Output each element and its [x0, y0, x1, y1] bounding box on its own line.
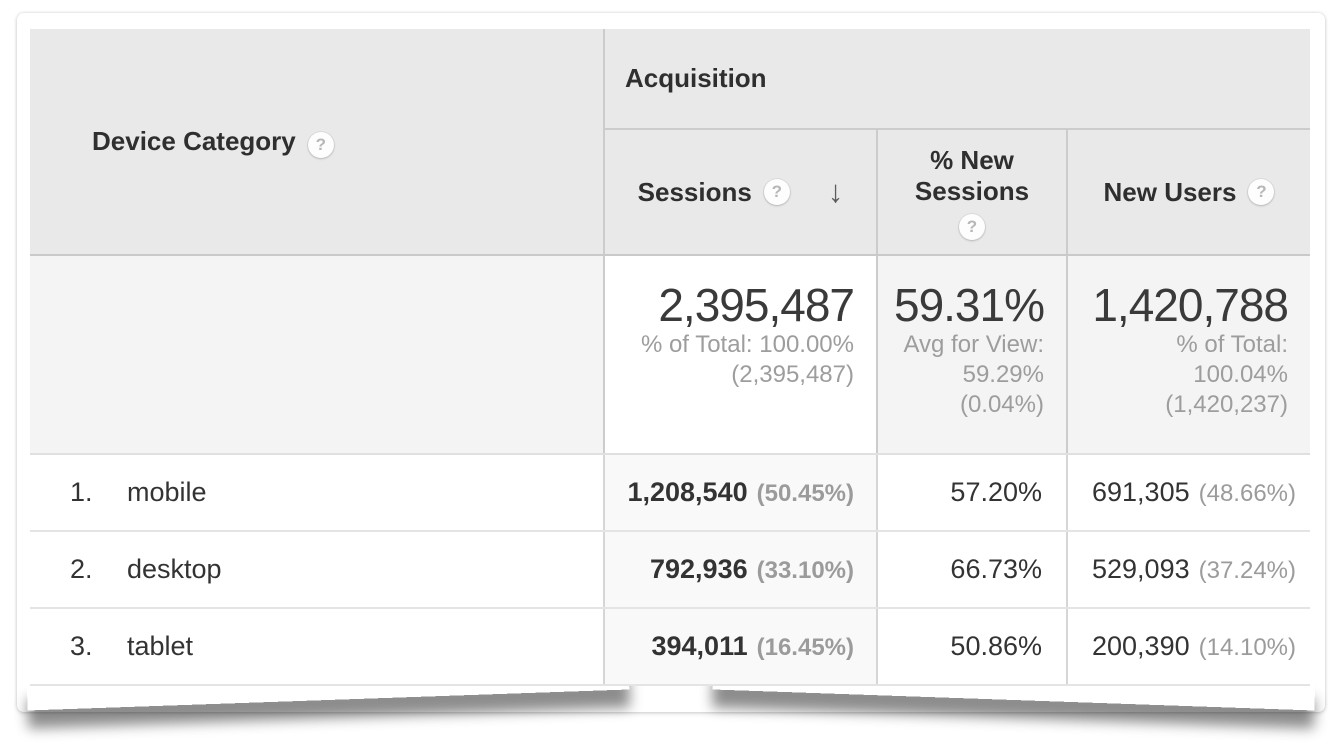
sessions-share: (16.45%): [756, 634, 854, 661]
sessions-value: 394,011: [651, 631, 748, 661]
sort-descending-icon[interactable]: ↓: [827, 174, 844, 209]
sessions-total: 2,395,487: [658, 279, 855, 331]
new-users-cell: 529,093 (37.24%): [1066, 531, 1310, 609]
new-users-share: (48.66%): [1198, 480, 1296, 507]
new-users-subtext: % of Total:: [1176, 331, 1288, 358]
help-icon[interactable]: ?: [307, 131, 334, 158]
row-index: 2.: [70, 554, 93, 584]
sessions-value: 792,936: [650, 554, 748, 584]
new-users-subtext: 100.04%: [1193, 361, 1288, 388]
new-users-column-header[interactable]: New Users?: [1066, 129, 1310, 256]
percent-new-sessions-value: 66.73%: [950, 554, 1042, 584]
percent-new-sessions-value: 57.20%: [950, 477, 1042, 507]
new-users-value: 691,305: [1092, 477, 1190, 507]
percent-new-sessions-value: 50.86%: [950, 631, 1042, 661]
percent-new-sessions-column-header[interactable]: % New Sessions?: [876, 129, 1067, 256]
sessions-value: 1,208,540: [627, 477, 748, 507]
metric-header-row: Sessions? ↓ % New Sessions? New Users?: [30, 129, 1310, 256]
acquisition-label: Acquisition: [625, 63, 767, 93]
help-icon[interactable]: ?: [1248, 179, 1275, 205]
help-icon[interactable]: ?: [763, 179, 790, 205]
new-users-share: (14.10%): [1198, 634, 1296, 661]
sessions-column-header[interactable]: Sessions? ↓: [603, 129, 877, 256]
percent-new-sessions-cell: 57.20%: [876, 454, 1067, 532]
dimension-header-label: Device Category: [92, 125, 296, 156]
new-users-total: 1,420,788: [1092, 279, 1289, 331]
table-row-mobile: 1. mobile 1,208,540 (50.45%) 57.20% 691,30…: [30, 454, 1310, 532]
help-icon[interactable]: ?: [959, 213, 985, 240]
sessions-cell: 1,208,540 (50.45%): [603, 454, 877, 532]
dimension-column-header[interactable]: Device Category?: [30, 29, 605, 256]
row-index: 1.: [70, 477, 93, 507]
percent-new-sessions-average: 59.31%: [893, 279, 1045, 331]
sessions-cell: 394,011 (16.45%): [603, 608, 877, 686]
report-card: Device Category? Acquisition Sessions? ↓ …: [17, 13, 1325, 712]
summary-new-users-cell: 1,420,788 % of Total: 100.04% (1,420,237…: [1066, 255, 1310, 455]
sessions-header-label: Sessions: [637, 176, 752, 207]
row-index: 3.: [70, 631, 93, 661]
summary-sessions-cell: 2,395,487 % of Total: 100.00% (2,395,487…: [604, 255, 877, 455]
percent-new-sessions-subtext: (0.04%): [959, 391, 1044, 418]
device-cell: 1. mobile: [30, 454, 605, 532]
sessions-total-subtext: (2,395,487): [731, 361, 854, 388]
percent-new-sessions-header-label: % New Sessions: [914, 144, 1030, 206]
group-header-row: Device Category? Acquisition: [30, 29, 1310, 256]
summary-row: 2,395,487 % of Total: 100.00% (2,395,487…: [30, 255, 1310, 455]
new-users-subtext: (1,420,237): [1165, 391, 1288, 418]
new-users-value: 200,390: [1092, 631, 1190, 661]
new-users-header-label: New Users: [1103, 176, 1237, 207]
summary-percent-new-sessions-cell: 59.31% Avg for View: 59.29% (0.04%): [876, 255, 1067, 455]
table-row-desktop: 2. desktop 792,936 (33.10%) 66.73% 529,093…: [30, 531, 1310, 609]
percent-new-sessions-cell: 50.86%: [876, 608, 1067, 686]
table-row-tablet: 3. tablet 394,011 (16.45%) 50.86% 200,390 (…: [30, 608, 1310, 686]
acquisition-group-header: Acquisition: [604, 29, 1310, 130]
sessions-total-subtext: % of Total: 100.00%: [640, 331, 854, 358]
percent-new-sessions-subtext: 59.29%: [962, 361, 1044, 388]
sessions-share: (50.45%): [756, 480, 854, 507]
device-label: tablet: [127, 631, 194, 661]
device-category-table: Device Category? Acquisition Sessions? ↓ …: [30, 29, 1310, 686]
percent-new-sessions-subtext: Avg for View:: [903, 331, 1044, 358]
sessions-share: (33.10%): [756, 557, 854, 584]
new-users-cell: 691,305 (48.66%): [1066, 454, 1310, 532]
device-cell: 3. tablet: [30, 608, 605, 686]
percent-new-sessions-cell: 66.73%: [876, 531, 1067, 609]
sessions-cell: 792,936 (33.10%): [603, 531, 877, 609]
summary-dimension-cell: [30, 255, 605, 455]
device-label: desktop: [127, 554, 222, 584]
new-users-share: (37.24%): [1198, 557, 1296, 584]
new-users-value: 529,093: [1092, 554, 1190, 584]
device-label: mobile: [127, 477, 207, 507]
new-users-cell: 200,390 (14.10%): [1066, 608, 1310, 686]
device-cell: 2. desktop: [30, 531, 605, 609]
